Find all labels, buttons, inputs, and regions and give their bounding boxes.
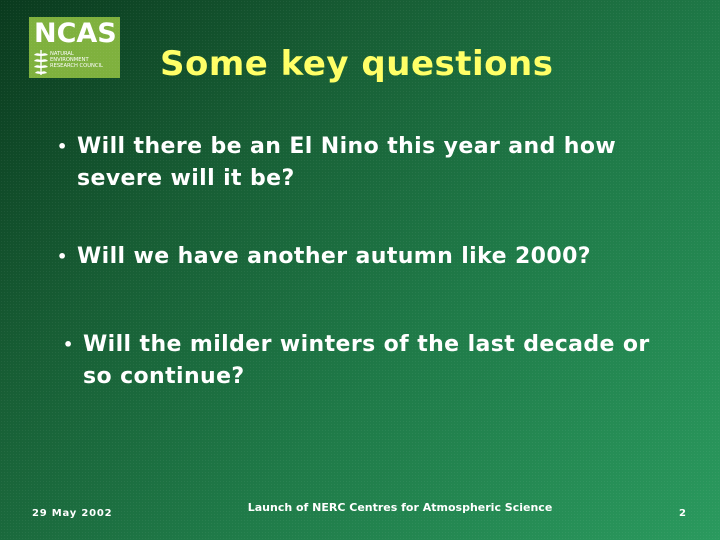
logo-bottom: NATURAL ENVIRONMENT RESEARCH COUNCIL [33, 48, 117, 76]
bullet-dot: • [57, 247, 68, 266]
footer-date: 29 May 2002 [32, 508, 113, 519]
bullet-line: so continue? [83, 364, 245, 389]
slide-title: Some key questions [160, 44, 554, 84]
bullet-item: • Will there be an El Nino this year and… [57, 131, 677, 195]
bullet-text: Will the milder winters of the last deca… [83, 329, 650, 393]
fern-icon [34, 50, 48, 75]
logo-subtitle-line: NATURAL [50, 51, 74, 57]
bullet-line: Will we have another autumn like 2000? [77, 244, 591, 269]
footer-caption: Launch of NERC Centres for Atmospheric S… [247, 501, 553, 514]
logo-subtitle: NATURAL ENVIRONMENT RESEARCH COUNCIL [50, 51, 103, 69]
bullet-dot: • [63, 335, 74, 354]
bullet-dot: • [57, 137, 68, 156]
bullet-text: Will we have another autumn like 2000? [77, 241, 591, 273]
bullet-line: Will the milder winters of the last deca… [83, 332, 650, 357]
bullet-item: • Will we have another autumn like 2000? [57, 241, 677, 273]
logo-subtitle-line: ENVIRONMENT [50, 57, 89, 63]
page-number: 2 [679, 508, 686, 519]
bullet-item: • Will the milder winters of the last de… [63, 329, 708, 393]
ncas-logo: NCAS NATURAL ENVIRONMENT RESEARCH COUNCI… [29, 17, 120, 78]
logo-name: NCAS [34, 18, 117, 49]
bullet-line: Will there be an El Nino this year and h… [77, 134, 617, 159]
logo-subtitle-line: RESEARCH COUNCIL [50, 63, 103, 69]
bullet-line: severe will it be? [77, 166, 295, 191]
bullet-text: Will there be an El Nino this year and h… [77, 131, 616, 195]
